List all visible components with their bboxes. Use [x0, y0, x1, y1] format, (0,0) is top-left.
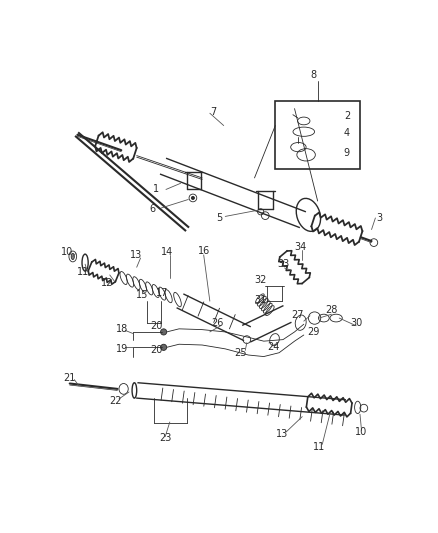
Text: 21: 21: [64, 373, 76, 383]
Text: 7: 7: [211, 107, 217, 117]
Text: 6: 6: [149, 204, 155, 214]
Text: 2: 2: [344, 111, 350, 122]
Text: 23: 23: [159, 433, 171, 443]
Text: 5: 5: [216, 213, 222, 223]
Ellipse shape: [71, 253, 74, 260]
Text: 34: 34: [295, 242, 307, 252]
Text: 33: 33: [278, 259, 290, 269]
Text: 28: 28: [325, 305, 338, 316]
Text: 10: 10: [355, 427, 367, 437]
Text: 11: 11: [313, 442, 325, 451]
Text: 32: 32: [254, 274, 267, 285]
Text: 16: 16: [198, 246, 210, 256]
Text: 8: 8: [311, 70, 317, 80]
Text: 13: 13: [130, 250, 142, 260]
Text: 27: 27: [291, 310, 304, 320]
Text: 31: 31: [254, 295, 267, 304]
Text: 25: 25: [234, 348, 247, 358]
Ellipse shape: [161, 329, 167, 335]
Text: 19: 19: [116, 344, 128, 354]
Text: 10: 10: [60, 247, 73, 257]
Text: 26: 26: [212, 318, 224, 328]
Text: 17: 17: [156, 288, 168, 298]
Text: 22: 22: [110, 396, 122, 406]
Ellipse shape: [191, 196, 194, 199]
Text: 18: 18: [116, 324, 128, 334]
Text: 1: 1: [153, 184, 159, 193]
Text: 13: 13: [276, 429, 288, 439]
Text: 12: 12: [100, 278, 113, 288]
Text: 24: 24: [267, 342, 279, 352]
Bar: [276, 101, 360, 168]
Text: 15: 15: [136, 290, 148, 300]
Text: 4: 4: [344, 128, 350, 138]
Text: 11: 11: [78, 267, 90, 277]
Text: 3: 3: [376, 213, 382, 223]
Text: 20: 20: [150, 345, 162, 356]
Text: 14: 14: [161, 247, 173, 257]
Text: 20: 20: [150, 321, 162, 331]
Text: 29: 29: [307, 327, 319, 337]
Ellipse shape: [161, 344, 167, 350]
Text: 30: 30: [350, 318, 362, 328]
Text: 9: 9: [344, 148, 350, 158]
